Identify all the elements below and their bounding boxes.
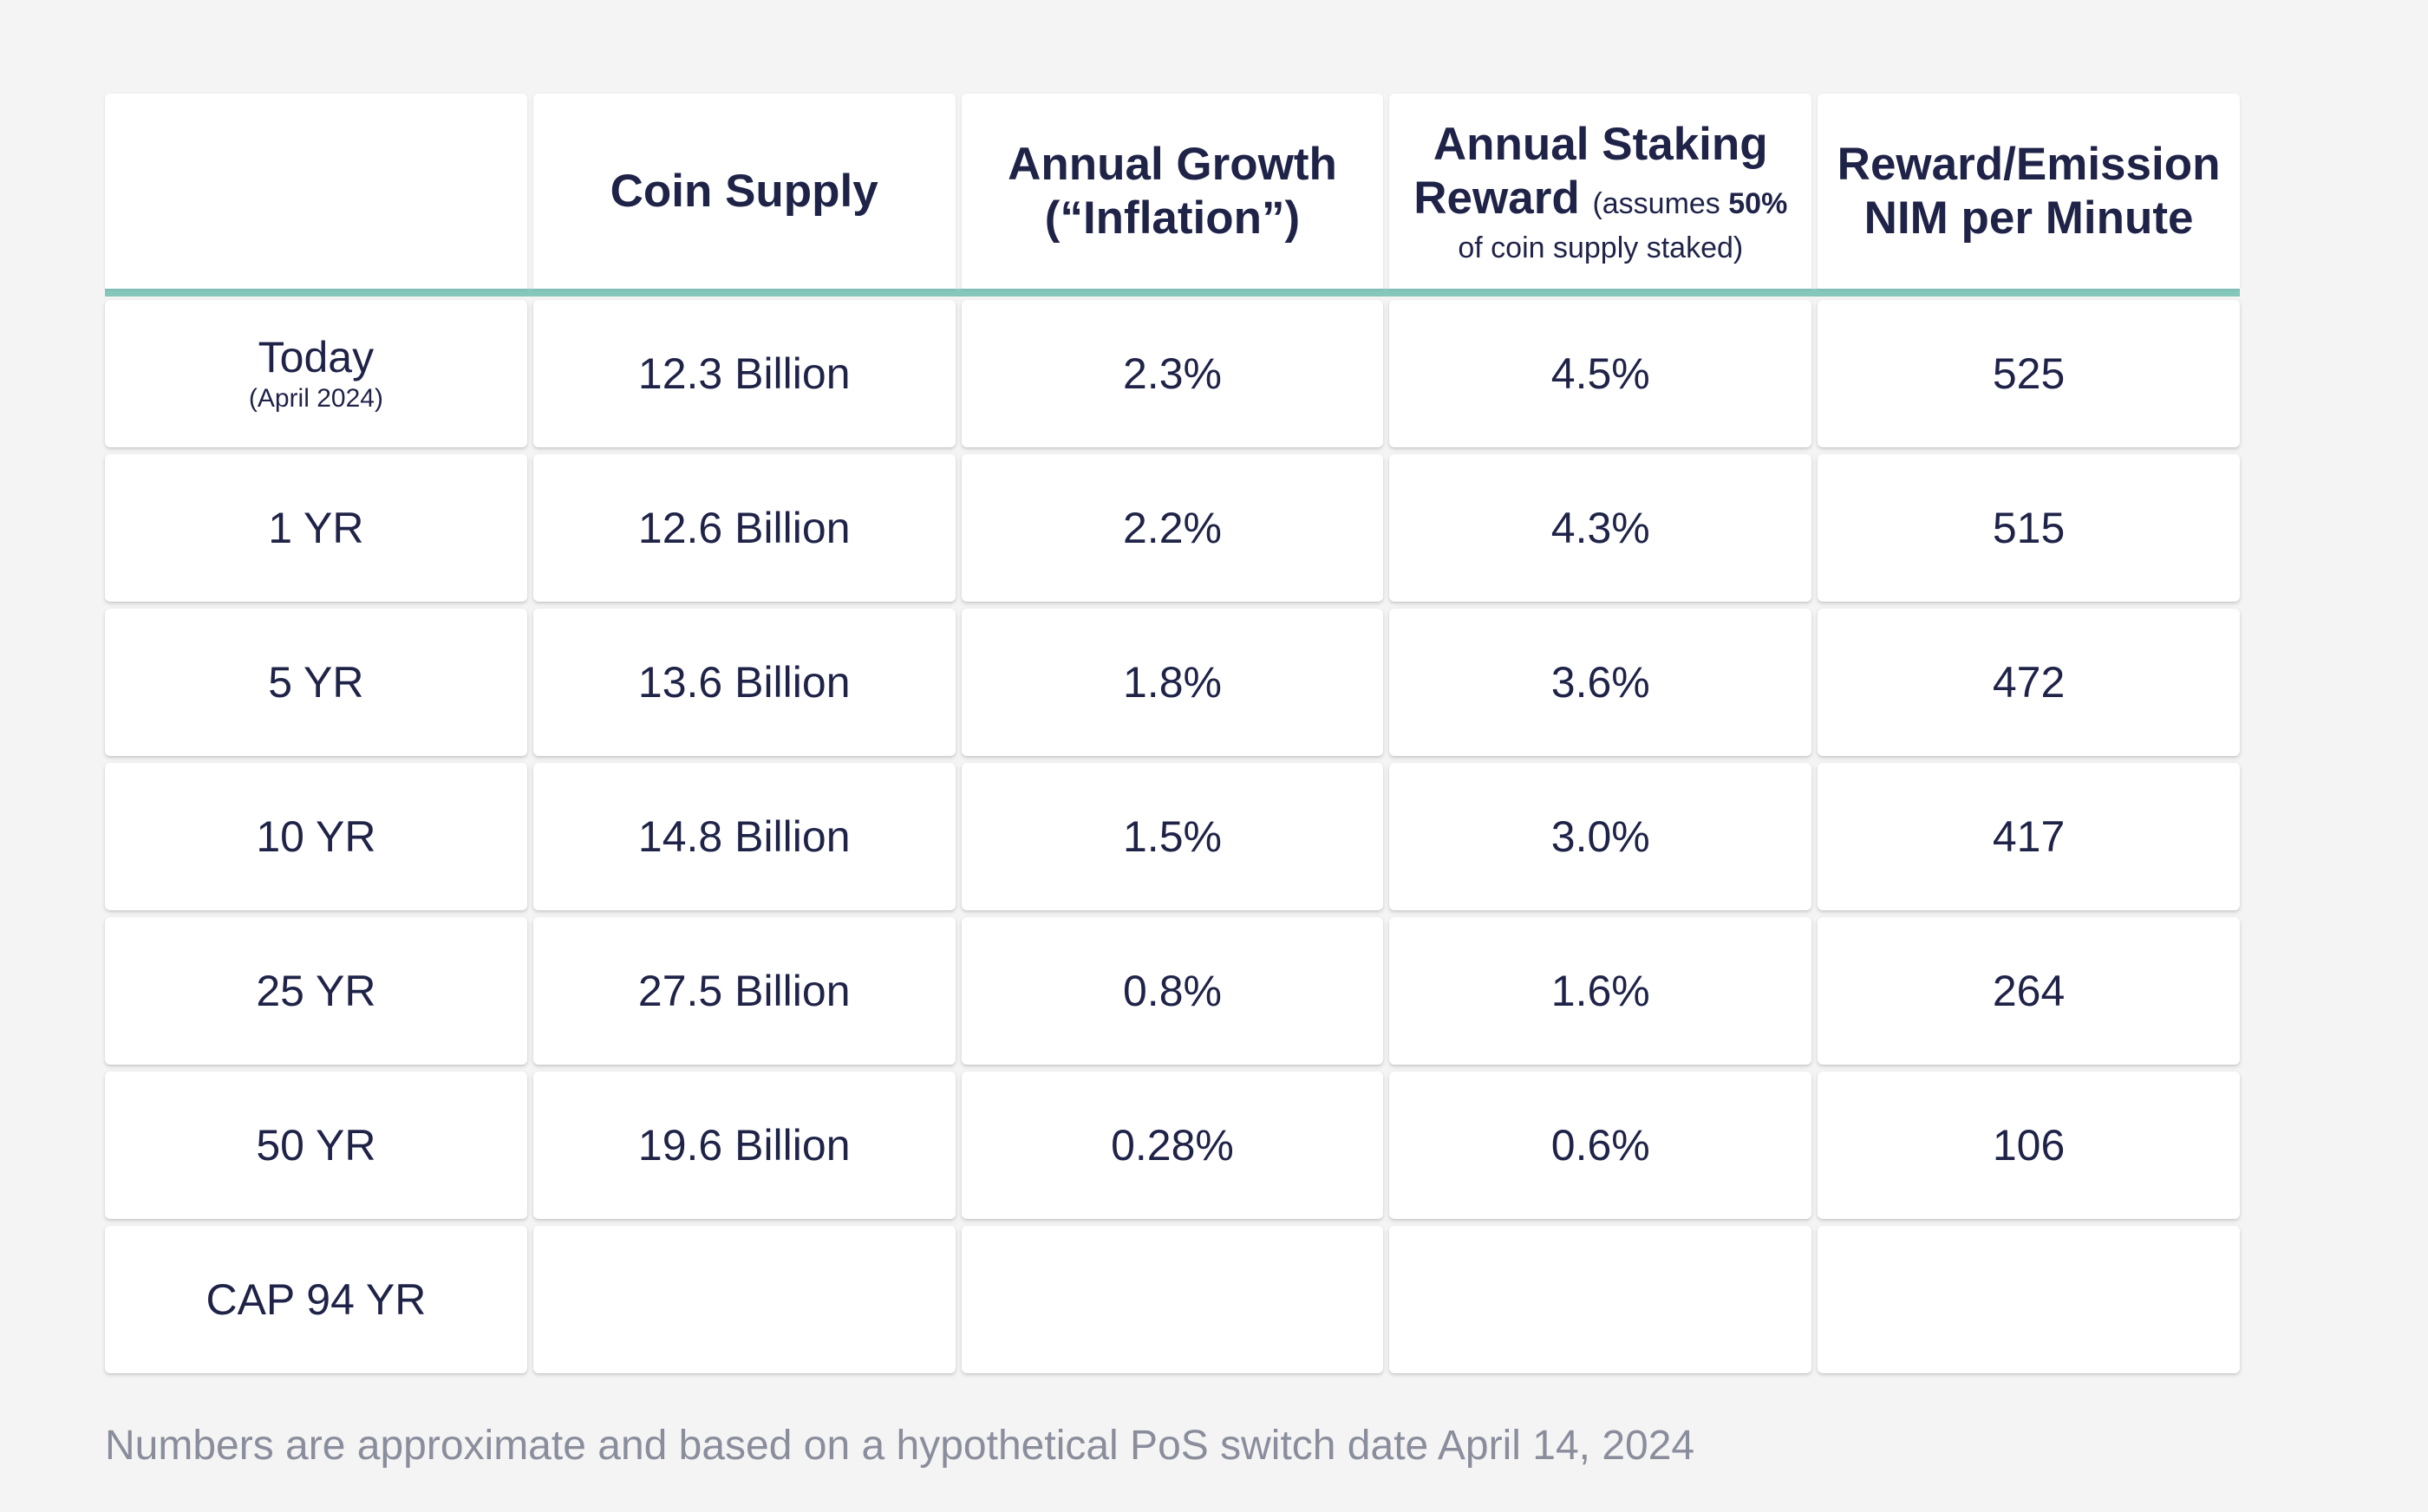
cell-annual-growth: [961, 1226, 1384, 1373]
table-body: Today (April 2024) 12.3 Billion 2.3% 4.5% 525…: [105, 300, 2240, 1373]
row-label: 1 YR: [268, 504, 364, 552]
value-coin-supply: 19.6 Billion: [637, 1121, 851, 1170]
header-staking-note-bold: 50%: [1728, 186, 1788, 220]
value-coin-supply: 27.5 Billion: [637, 967, 851, 1015]
value-annual-growth: 2.2%: [1123, 504, 1222, 552]
cell-annual-growth: 1.8%: [961, 609, 1384, 756]
header-staking-note-line2: of coin supply staked): [1458, 231, 1744, 264]
cell-coin-supply: 14.8 Billion: [532, 763, 956, 910]
cell-staking-reward: 4.3%: [1389, 454, 1812, 602]
value-annual-growth: 1.5%: [1123, 812, 1222, 861]
header-staking-line1: Annual Staking: [1433, 118, 1768, 170]
row-label-cell: 50 YR: [105, 1072, 527, 1219]
header-accent-line: [105, 289, 2240, 297]
header-annual-growth-line2: (“Inflation”): [1044, 192, 1301, 244]
cell-staking-reward: 1.6%: [1389, 917, 1812, 1065]
row-label-cell: 25 YR: [105, 917, 527, 1065]
row-label-cell: 10 YR: [105, 763, 527, 910]
cell-nim-per-minute: [1818, 1226, 2240, 1373]
cell-coin-supply: 13.6 Billion: [532, 609, 956, 756]
header-staking-line2: Reward (assumes 50%: [1405, 172, 1796, 231]
header-staking-note-pre: (assumes: [1592, 186, 1729, 220]
cell-annual-growth: 0.28%: [961, 1072, 1384, 1219]
value-staking-reward: 1.6%: [1550, 967, 1650, 1015]
header-cell-coin-supply: Coin Supply: [532, 94, 956, 289]
value-coin-supply: 14.8 Billion: [637, 812, 851, 861]
row-label: CAP 94 YR: [206, 1275, 427, 1324]
cell-staking-reward: [1389, 1226, 1812, 1373]
cell-nim-per-minute: 106: [1818, 1072, 2240, 1219]
cell-annual-growth: 1.5%: [961, 763, 1384, 910]
cell-nim-per-minute: 525: [1818, 300, 2240, 447]
table-row: 25 YR 27.5 Billion 0.8% 1.6% 264: [105, 917, 2240, 1065]
row-label: 25 YR: [256, 967, 376, 1015]
row-label-cell: Today (April 2024): [105, 300, 527, 447]
value-staking-reward: 4.3%: [1550, 504, 1650, 552]
table-row: 1 YR 12.6 Billion 2.2% 4.3% 515: [105, 454, 2240, 602]
cell-annual-growth: 2.2%: [961, 454, 1384, 602]
cell-staking-reward: 3.6%: [1389, 609, 1812, 756]
value-annual-growth: 2.3%: [1123, 349, 1222, 398]
table-row: CAP 94 YR: [105, 1226, 2240, 1373]
table-header-row: Coin Supply Annual Growth (“Inflation”) …: [105, 94, 2240, 289]
row-label-cell: 5 YR: [105, 609, 527, 756]
table-row: Today (April 2024) 12.3 Billion 2.3% 4.5% 525: [105, 300, 2240, 447]
header-annual-growth-line1: Annual Growth: [1008, 138, 1337, 190]
cell-coin-supply: 12.3 Billion: [532, 300, 956, 447]
footnote: Numbers are approximate and based on a h…: [105, 1423, 1695, 1469]
value-nim-per-minute: 106: [1992, 1121, 2066, 1170]
header-cell-annual-growth: Annual Growth (“Inflation”): [961, 94, 1384, 289]
row-label: 5 YR: [268, 658, 364, 707]
cell-coin-supply: 12.6 Billion: [532, 454, 956, 602]
cell-nim-per-minute: 472: [1818, 609, 2240, 756]
table-row: 5 YR 13.6 Billion 1.8% 3.6% 472: [105, 609, 2240, 756]
value-annual-growth: 0.8%: [1123, 967, 1222, 1015]
header-staking-reward-word: Reward: [1413, 172, 1580, 224]
value-staking-reward: 3.6%: [1550, 658, 1650, 707]
header-cell-nim-per-minute: Reward/Emission NIM per Minute: [1818, 94, 2240, 289]
emission-table: Coin Supply Annual Growth (“Inflation”) …: [105, 94, 2240, 1380]
header-reward-line2: NIM per Minute: [1863, 192, 2194, 244]
cell-coin-supply: 27.5 Billion: [532, 917, 956, 1065]
cell-annual-growth: 2.3%: [961, 300, 1384, 447]
header-cell-empty: [105, 94, 527, 289]
cell-staking-reward: 0.6%: [1389, 1072, 1812, 1219]
header-cell-staking-reward: Annual Staking Reward (assumes 50% of co…: [1389, 94, 1812, 289]
cell-nim-per-minute: 515: [1818, 454, 2240, 602]
value-nim-per-minute: 515: [1992, 504, 2066, 552]
row-sublabel: (April 2024): [248, 384, 383, 413]
cell-coin-supply: [532, 1226, 956, 1373]
value-staking-reward: 0.6%: [1550, 1121, 1650, 1170]
value-nim-per-minute: 525: [1992, 349, 2066, 398]
value-coin-supply: 12.3 Billion: [637, 349, 851, 398]
value-annual-growth: 1.8%: [1123, 658, 1222, 707]
row-label: 50 YR: [256, 1121, 376, 1170]
row-label-cell: CAP 94 YR: [105, 1226, 527, 1373]
value-staking-reward: 4.5%: [1550, 349, 1650, 398]
cell-annual-growth: 0.8%: [961, 917, 1384, 1065]
value-staking-reward: 3.0%: [1550, 812, 1650, 861]
table-row: 50 YR 19.6 Billion 0.28% 0.6% 106: [105, 1072, 2240, 1219]
value-coin-supply: 12.6 Billion: [637, 504, 851, 552]
value-nim-per-minute: 472: [1992, 658, 2066, 707]
cell-nim-per-minute: 417: [1818, 763, 2240, 910]
header-reward-line1: Reward/Emission: [1837, 138, 2221, 190]
value-nim-per-minute: 264: [1992, 967, 2066, 1015]
header-staking-note: (assumes 50%: [1592, 187, 1787, 220]
value-coin-supply: 13.6 Billion: [637, 658, 851, 707]
cell-staking-reward: 4.5%: [1389, 300, 1812, 447]
row-label-cell: 1 YR: [105, 454, 527, 602]
cell-nim-per-minute: 264: [1818, 917, 2240, 1065]
value-annual-growth: 0.28%: [1111, 1121, 1234, 1170]
cell-staking-reward: 3.0%: [1389, 763, 1812, 910]
table-row: 10 YR 14.8 Billion 1.5% 3.0% 417: [105, 763, 2240, 910]
header-coin-supply: Coin Supply: [610, 165, 878, 217]
value-nim-per-minute: 417: [1992, 812, 2066, 861]
row-label: Today: [258, 333, 375, 381]
row-label: 10 YR: [256, 812, 376, 861]
cell-coin-supply: 19.6 Billion: [532, 1072, 956, 1219]
